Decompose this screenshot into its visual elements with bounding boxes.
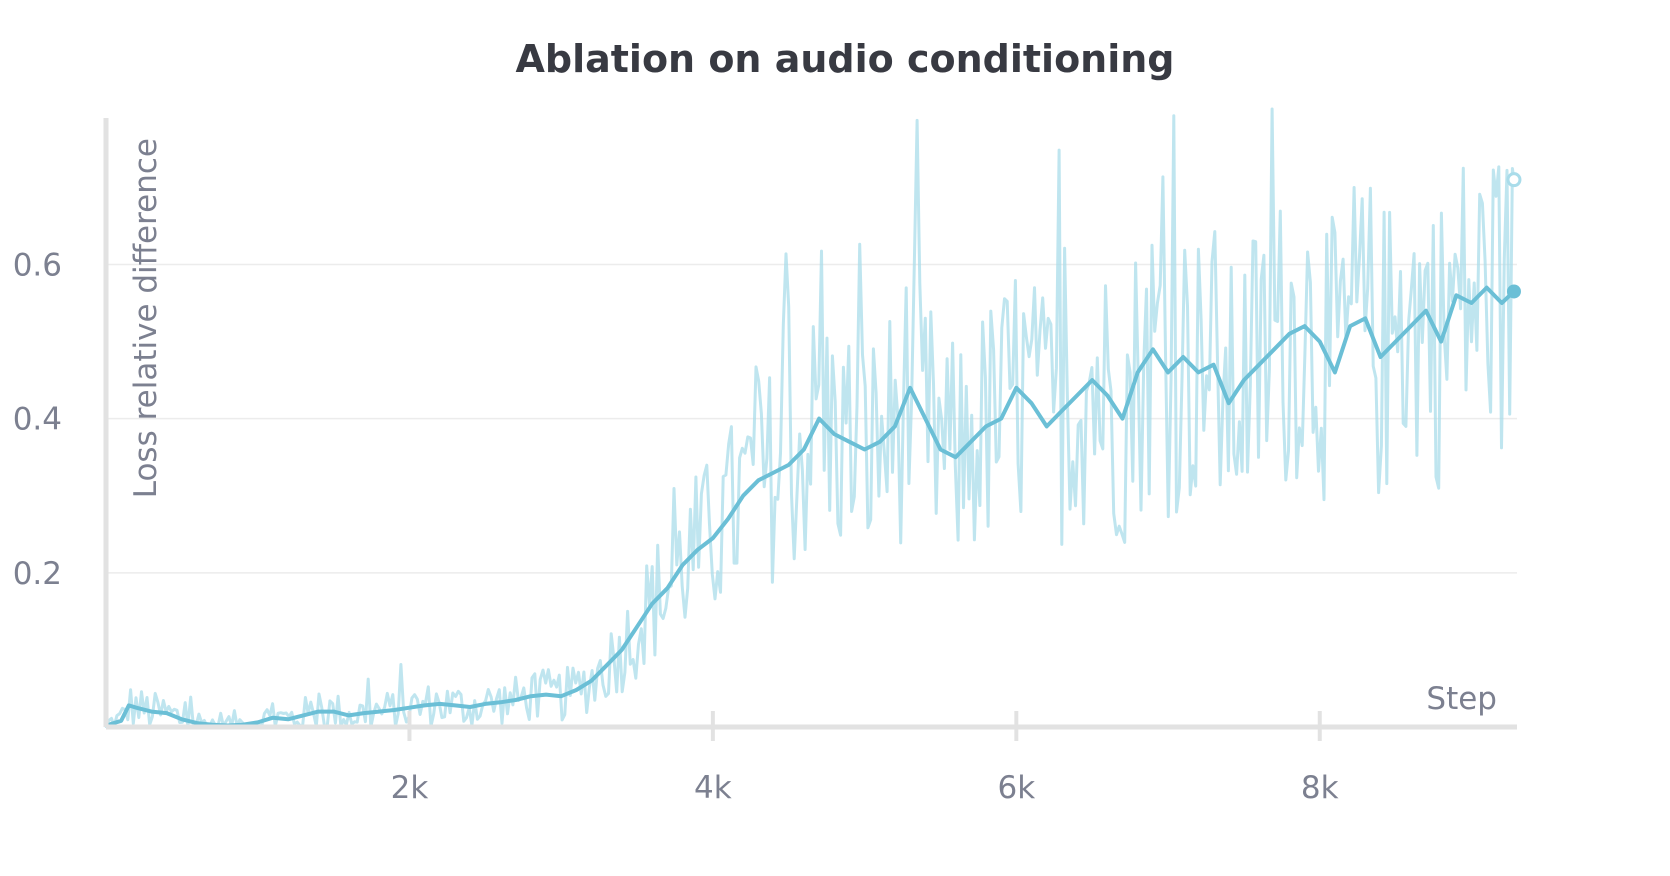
y-tick-label: 0.4 xyxy=(13,402,62,438)
end-markers xyxy=(1506,172,1522,299)
raw-end-marker xyxy=(1506,172,1522,188)
y-ticks: 0.2 0.4 0.6 xyxy=(13,247,62,591)
x-tick-label: 6k xyxy=(997,770,1035,806)
chart-title: Ablation on audio conditioning xyxy=(515,37,1174,81)
smoothed-end-marker xyxy=(1506,284,1521,299)
x-tick-label: 8k xyxy=(1301,770,1339,806)
x-axis-label: Step xyxy=(1426,681,1497,717)
y-axis-label: Loss relative difference xyxy=(128,138,164,498)
x-tick-label: 2k xyxy=(391,770,429,806)
smoothed-line xyxy=(104,285,1516,728)
y-tick-label: 0.6 xyxy=(13,247,62,283)
smoothed-series xyxy=(104,285,1516,728)
y-tick-label: 0.2 xyxy=(13,556,62,592)
x-tick-label: 4k xyxy=(694,770,732,806)
x-ticks: 2k 4k 6k 8k xyxy=(391,711,1339,806)
